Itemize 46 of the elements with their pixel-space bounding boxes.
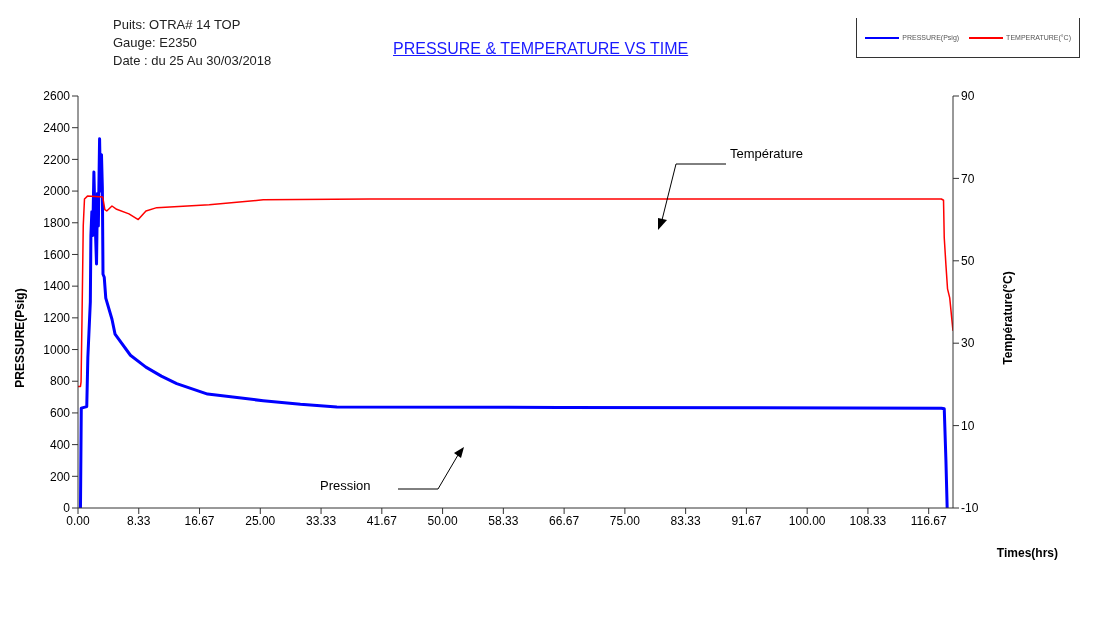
- text: Gauge: E2350: [113, 34, 198, 52]
- annotation: Pression: [320, 478, 371, 493]
- x-tick-label: 16.67: [184, 513, 215, 528]
- x-tick-label: 100.00: [788, 513, 826, 528]
- y2-tick-label: -10: [961, 501, 979, 516]
- y-tick-label: 1000: [43, 342, 71, 357]
- x-tick-label: 33.33: [306, 513, 337, 528]
- x-tick-label: 108.33: [849, 513, 887, 528]
- line-series: [78, 137, 949, 508]
- x-tick-label: 41.67: [366, 513, 398, 528]
- annotation: Température: [730, 146, 803, 161]
- x-tick-label: 50.00: [427, 513, 458, 528]
- x-axis-title: Times(hrs): [996, 546, 1058, 560]
- y2-tick-label: 50: [961, 254, 975, 269]
- x-tick-label: 91.67: [731, 513, 762, 528]
- x-tick-label: 25.00: [245, 513, 276, 528]
- text: Puits: OTRA# 14 TOP: [113, 16, 242, 34]
- y-tick-label: 1800: [43, 216, 71, 231]
- x-tick-label: 66.67: [549, 513, 580, 528]
- y2-tick-label: 30: [961, 336, 975, 351]
- text: Date : du 25 Au 30/03/2018: [113, 52, 272, 70]
- y2-tick-label: 10: [961, 418, 975, 433]
- y-tick-label: 1400: [43, 279, 71, 294]
- y-tick-label: 2600: [43, 89, 71, 104]
- y-tick-label: 1200: [43, 311, 71, 326]
- x-tick-label: 0.00: [66, 513, 90, 528]
- y-tick-label: 400: [49, 437, 71, 452]
- y-tick-label: 2200: [43, 152, 71, 167]
- x-tick-label: 75.00: [609, 513, 641, 528]
- y-axis-title: PRESSURE(Psig): [13, 288, 27, 388]
- x-tick-label: 8.33: [127, 513, 151, 528]
- y-tick-label: 2000: [43, 184, 71, 199]
- y2-tick-label: 90: [961, 89, 975, 104]
- chart-title: PRESSURE & TEMPERATURE VS TIME: [393, 40, 689, 58]
- y-tick-label: 1600: [43, 247, 71, 262]
- y-tick-label: 600: [49, 406, 71, 421]
- x-tick-label: 83.33: [670, 513, 701, 528]
- y2-axis-title: Température(°C): [1001, 271, 1015, 365]
- y-tick-label: 200: [49, 469, 71, 484]
- line-series: [78, 195, 953, 388]
- y-tick-label: 800: [49, 374, 71, 389]
- y2-tick-label: 70: [961, 171, 975, 186]
- y-tick-label: 2400: [43, 120, 71, 135]
- y-tick-label: 0: [63, 501, 71, 516]
- x-tick-label: 116.67: [910, 513, 947, 528]
- x-tick-label: 58.33: [488, 513, 519, 528]
